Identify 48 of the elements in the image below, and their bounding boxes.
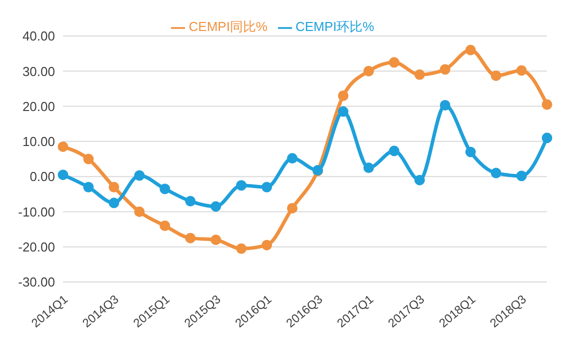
point: [388, 146, 400, 156]
y-tick-label: -20.00: [18, 239, 55, 254]
point: [287, 153, 298, 164]
y-tick-label: -10.00: [18, 204, 55, 220]
point: [465, 146, 476, 158]
point: [490, 70, 502, 81]
point: [338, 90, 348, 101]
point: [542, 99, 552, 110]
point: [160, 184, 170, 194]
y-tick-label: 20.00: [22, 98, 55, 114]
y-tick-label: 0.00: [30, 169, 55, 184]
legend-label: CEMPI同比%: [188, 19, 268, 34]
point: [490, 168, 502, 178]
point: [210, 201, 222, 212]
point: [440, 64, 450, 75]
point: [58, 141, 68, 152]
point: [516, 65, 527, 76]
point: [516, 170, 527, 182]
point: [287, 202, 298, 214]
point: [440, 100, 450, 110]
point: [108, 182, 120, 192]
point: [465, 44, 476, 56]
point: [414, 174, 425, 186]
point: [236, 180, 247, 191]
y-tick-label: 10.00: [22, 134, 55, 150]
legend-label: CEMPI环比%: [296, 19, 374, 34]
point: [185, 232, 196, 244]
point: [108, 198, 120, 208]
point: [262, 182, 272, 192]
y-tick-label: 40.00: [22, 28, 55, 44]
y-tick-label: 30.00: [22, 64, 55, 79]
point: [542, 132, 552, 144]
point: [134, 170, 145, 181]
point: [134, 206, 145, 217]
point: [414, 69, 425, 80]
point: [262, 240, 272, 250]
point: [210, 234, 222, 246]
point: [363, 162, 374, 174]
point: [83, 154, 94, 164]
point: [338, 106, 348, 117]
point: [363, 66, 374, 76]
point: [83, 182, 94, 192]
point: [236, 243, 247, 254]
point: [160, 220, 170, 232]
point: [185, 196, 196, 206]
point: [388, 57, 400, 68]
y-tick-label: -30.00: [18, 274, 55, 290]
point: [58, 170, 68, 180]
